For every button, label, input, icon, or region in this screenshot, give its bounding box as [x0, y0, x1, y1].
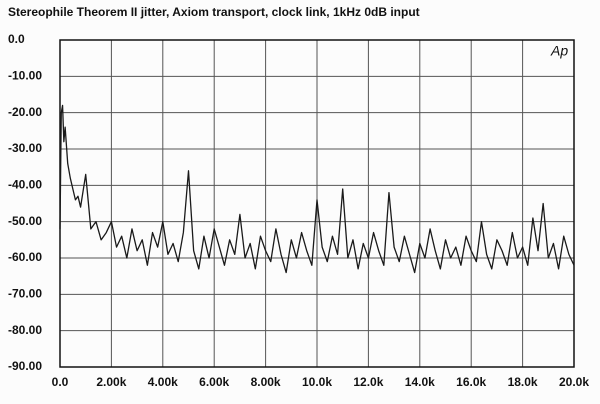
y-tick-label: -90.00	[8, 359, 42, 373]
y-tick-label: -50.00	[8, 214, 42, 228]
x-tick-label: 10.0k	[302, 375, 332, 389]
x-tick-label: 2.00k	[96, 375, 126, 389]
y-tick-label: -10.00	[8, 69, 42, 83]
y-tick-label: -60.00	[8, 250, 42, 264]
y-tick-label: -80.00	[8, 323, 42, 337]
y-tick-label: -20.00	[8, 105, 42, 119]
logo: Ap	[550, 43, 568, 59]
x-tick-label: 14.0k	[405, 375, 435, 389]
data-line	[59, 104, 575, 274]
x-tick-label: 4.00k	[148, 375, 178, 389]
y-tick-label: -40.00	[8, 178, 42, 192]
y-tick-label: -70.00	[8, 287, 42, 301]
x-tick-label: 12.0k	[353, 375, 383, 389]
x-tick-label: 18.0k	[508, 375, 538, 389]
x-tick-label: 0.0	[52, 375, 69, 389]
x-tick-label: 8.00k	[251, 375, 281, 389]
x-tick-label: 20.0k	[559, 375, 589, 389]
y-tick-label: -30.00	[8, 141, 42, 155]
x-tick-label: 6.00k	[199, 375, 229, 389]
y-tick-label: 0.0	[8, 32, 25, 46]
x-tick-label: 16.0k	[456, 375, 486, 389]
chart-title: Stereophile Theorem II jitter, Axiom tra…	[8, 5, 420, 19]
